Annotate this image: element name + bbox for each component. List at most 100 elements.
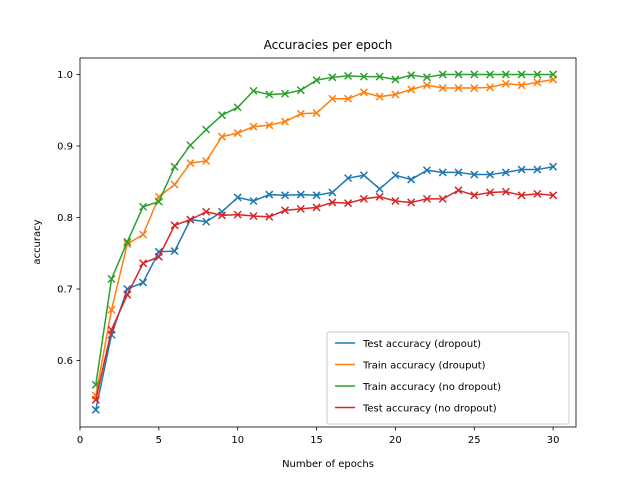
data-point [501, 70, 510, 79]
data-point [123, 237, 132, 246]
data-point [438, 194, 447, 203]
data-point [454, 84, 463, 93]
data-point [391, 196, 400, 206]
data-point [280, 191, 290, 200]
data-point [486, 70, 495, 79]
y-tick-label: 0.6 [57, 356, 73, 367]
data-point [454, 168, 463, 177]
data-point [186, 215, 195, 224]
data-point [202, 156, 211, 166]
data-point [328, 73, 337, 82]
data-point [265, 90, 274, 99]
data-point [486, 170, 495, 179]
data-point [375, 192, 384, 201]
data-point [470, 70, 479, 79]
data-point [391, 171, 400, 180]
legend-label: Train accuracy (no dropout) [362, 382, 501, 393]
y-tick-label: 0.7 [57, 284, 73, 295]
data-point [422, 166, 431, 175]
data-point [186, 159, 195, 168]
data-point [107, 274, 116, 284]
data-point [375, 184, 384, 193]
data-point [549, 70, 558, 79]
data-point [139, 278, 148, 287]
data-point [123, 290, 132, 299]
data-point [422, 194, 431, 203]
data-point [517, 70, 526, 79]
data-point [139, 202, 148, 211]
data-point [312, 203, 321, 212]
data-point [344, 199, 353, 208]
data-point [249, 122, 258, 131]
data-point [517, 165, 526, 174]
legend: Test accuracy (dropout) Train accuracy (d… [326, 331, 570, 425]
legend-label: Test accuracy (dropout) [362, 339, 481, 350]
series-line-3 [95, 73, 554, 385]
y-tick-label: 0.8 [57, 213, 73, 224]
data-point [359, 72, 368, 81]
data-point [328, 188, 337, 197]
data-point [344, 174, 353, 183]
data-point [375, 92, 384, 101]
data-point [186, 141, 195, 150]
x-tick-label: 0 [77, 435, 83, 446]
data-point [170, 247, 179, 256]
data-point [486, 83, 495, 92]
data-point [375, 72, 384, 81]
data-point [517, 191, 526, 200]
data-point [296, 109, 305, 118]
data-point [202, 217, 211, 226]
data-point [517, 81, 526, 90]
data-point [139, 259, 148, 268]
data-point [470, 84, 479, 93]
data-point [280, 206, 290, 215]
data-point [422, 73, 431, 82]
x-tick-label: 25 [468, 435, 481, 446]
data-point [407, 175, 416, 184]
data-point [533, 165, 542, 174]
x-tick-label: 5 [156, 435, 162, 446]
legend-label: Test accuracy (no dropout) [362, 404, 497, 415]
data-point [217, 132, 226, 141]
data-point [312, 76, 321, 85]
chart-title: Accuracies per epoch [264, 38, 393, 52]
data-point [217, 211, 226, 220]
data-point [407, 198, 416, 207]
data-point [391, 90, 400, 99]
x-tick-label: 30 [547, 435, 560, 446]
data-point [202, 125, 211, 134]
data-point [233, 193, 242, 202]
data-point [154, 197, 163, 206]
y-tick-label: 0.9 [57, 141, 73, 152]
data-point [296, 190, 305, 199]
data-point [328, 198, 337, 207]
data-point [470, 191, 479, 200]
data-point [359, 171, 368, 180]
data-point [233, 103, 242, 112]
data-point [359, 88, 368, 97]
data-point [344, 94, 353, 103]
data-point [107, 305, 116, 314]
data-point [328, 94, 337, 103]
data-point [265, 212, 274, 221]
legend-frame [326, 331, 570, 425]
data-point [91, 405, 100, 414]
data-point [344, 71, 353, 80]
x-tick-label: 15 [310, 435, 323, 446]
data-point [312, 109, 321, 118]
data-point [296, 204, 305, 213]
data-point [249, 196, 258, 206]
data-point [170, 162, 179, 171]
plot-area [91, 70, 558, 414]
axis-ticks: 0 5 10 15 20 25 30 0.6 0.7 0.8 0.9 1.0 [57, 70, 559, 446]
data-point [233, 210, 242, 219]
data-point [501, 79, 510, 88]
data-point [438, 70, 447, 79]
data-point [454, 70, 463, 79]
data-point [312, 191, 321, 200]
data-point [549, 191, 558, 200]
data-point [170, 221, 179, 230]
data-point [233, 129, 242, 138]
data-point [154, 252, 163, 261]
